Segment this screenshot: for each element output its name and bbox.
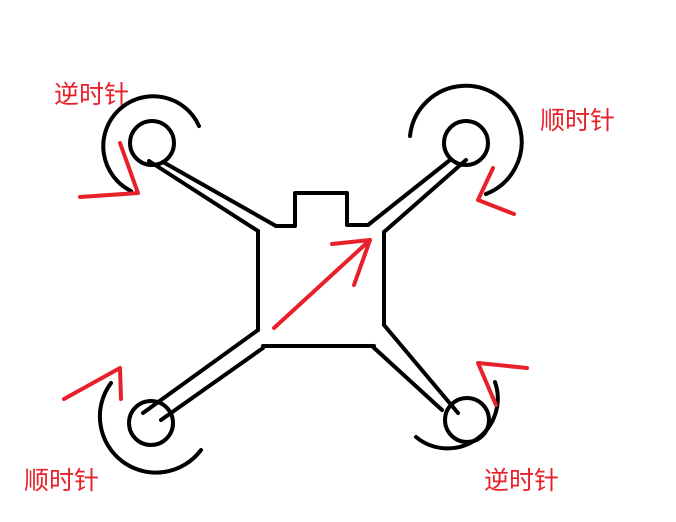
rotor-arc-top-right	[408, 83, 524, 196]
direction-arrow	[272, 238, 372, 330]
label-bottom-right-counterclockwise: 逆时针	[484, 466, 560, 495]
quadcopter-frame	[97, 83, 524, 475]
rotor-arc-bottom-right	[414, 380, 500, 451]
rotation-arrow-bottom-left	[62, 366, 123, 401]
rotation-arrow-top-left	[78, 141, 140, 199]
rotation-arrow-top-right	[476, 166, 516, 216]
rotor-arc-top-left	[101, 94, 201, 193]
arm-top-right	[366, 158, 468, 234]
arm-top-left	[147, 159, 278, 233]
label-top-left-counterclockwise: 逆时针	[54, 80, 130, 109]
label-top-right-clockwise: 顺时针	[540, 106, 616, 135]
rotation-arrows	[62, 141, 529, 407]
arm-bottom-left	[141, 328, 265, 422]
arm-bottom-right	[370, 323, 460, 415]
label-bottom-left-clockwise: 顺时针	[24, 466, 100, 495]
motor-hub-top-right	[442, 119, 490, 167]
rotor-arc-bottom-left	[97, 381, 203, 475]
motor-hub-top-left	[128, 119, 176, 167]
motor-hub-bottom-left	[127, 399, 175, 447]
body-outline	[256, 191, 386, 332]
motor-hub-bottom-right	[443, 396, 491, 444]
rotation-arrow-bottom-right	[476, 361, 529, 407]
